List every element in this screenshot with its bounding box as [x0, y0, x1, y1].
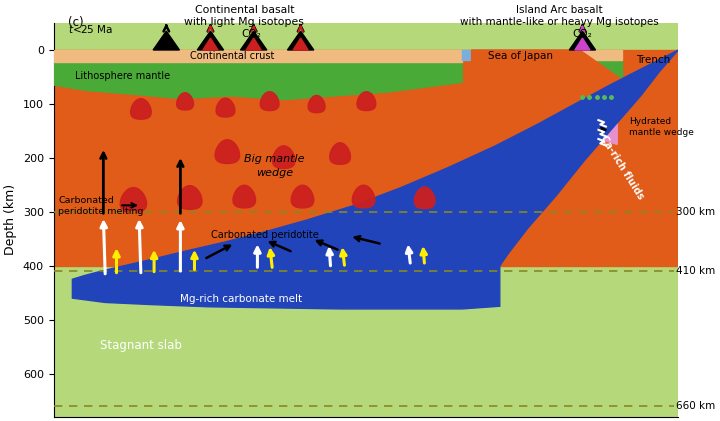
- Polygon shape: [287, 31, 314, 50]
- Text: 660 km: 660 km: [676, 401, 716, 411]
- Text: 410 km: 410 km: [676, 266, 716, 276]
- Text: CO₂: CO₂: [572, 29, 593, 39]
- Text: Mg-rich carbonate melt: Mg-rich carbonate melt: [181, 294, 302, 304]
- Polygon shape: [330, 143, 351, 164]
- Polygon shape: [291, 185, 314, 208]
- Polygon shape: [240, 31, 267, 50]
- Text: Continental basalt
with light Mg isotopes: Continental basalt with light Mg isotope…: [184, 5, 305, 27]
- Polygon shape: [357, 92, 376, 111]
- Text: Sea of Japan: Sea of Japan: [488, 51, 553, 61]
- Polygon shape: [580, 50, 622, 60]
- Text: Island Arc basalt
with mantle-like or heavy Mg isotopes: Island Arc basalt with mantle-like or he…: [459, 5, 658, 27]
- Polygon shape: [575, 38, 590, 50]
- Polygon shape: [216, 98, 235, 117]
- Polygon shape: [153, 31, 179, 50]
- Polygon shape: [293, 38, 308, 50]
- Polygon shape: [176, 93, 194, 110]
- Polygon shape: [462, 50, 580, 60]
- Polygon shape: [53, 50, 678, 266]
- Y-axis label: Depth (km): Depth (km): [4, 184, 17, 256]
- Polygon shape: [178, 186, 202, 209]
- Polygon shape: [120, 188, 147, 213]
- Polygon shape: [72, 50, 678, 309]
- Text: (c): (c): [68, 16, 84, 29]
- Text: Lithosphere mantle: Lithosphere mantle: [75, 71, 171, 81]
- Polygon shape: [233, 185, 256, 208]
- Polygon shape: [580, 80, 617, 144]
- Polygon shape: [472, 50, 622, 190]
- Text: Stagnant slab: Stagnant slab: [100, 339, 182, 352]
- Polygon shape: [352, 185, 375, 208]
- Text: Carbonated
peridotite melting: Carbonated peridotite melting: [58, 196, 144, 216]
- Polygon shape: [197, 31, 224, 50]
- Text: $t$<25 Ma: $t$<25 Ma: [68, 23, 113, 35]
- Polygon shape: [53, 23, 678, 417]
- Text: Ca-rich fluids: Ca-rich fluids: [598, 134, 646, 201]
- Text: Trench: Trench: [636, 56, 670, 65]
- Text: 300 km: 300 km: [676, 207, 716, 217]
- Polygon shape: [308, 96, 325, 113]
- Polygon shape: [53, 62, 462, 100]
- Polygon shape: [246, 38, 261, 50]
- Polygon shape: [260, 92, 279, 111]
- Text: Hydrated
mantle wedge: Hydrated mantle wedge: [629, 117, 694, 137]
- Polygon shape: [215, 140, 240, 163]
- Polygon shape: [570, 31, 595, 50]
- Text: Big mantle
wedge: Big mantle wedge: [244, 155, 305, 178]
- Polygon shape: [414, 187, 435, 208]
- Text: Continental crust: Continental crust: [190, 51, 274, 61]
- Polygon shape: [580, 60, 622, 80]
- Polygon shape: [130, 99, 151, 119]
- Polygon shape: [203, 38, 218, 50]
- Text: Carbonated peridotite: Carbonated peridotite: [211, 230, 319, 240]
- Polygon shape: [53, 50, 462, 62]
- Text: CO₂: CO₂: [241, 29, 261, 39]
- Polygon shape: [272, 146, 295, 168]
